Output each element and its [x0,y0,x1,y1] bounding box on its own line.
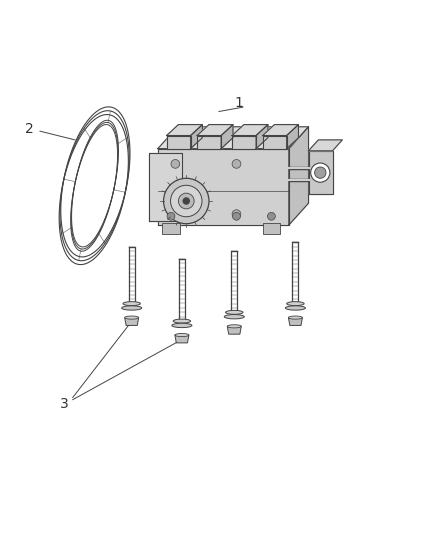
Polygon shape [308,140,343,151]
Polygon shape [232,125,268,135]
Bar [162,223,180,234]
Circle shape [178,193,194,209]
Ellipse shape [286,306,305,310]
Ellipse shape [172,324,192,328]
Ellipse shape [175,334,189,337]
Polygon shape [71,123,118,249]
Polygon shape [263,125,298,135]
Text: 1: 1 [234,96,243,110]
Circle shape [167,212,175,220]
Circle shape [232,159,241,168]
Circle shape [232,210,241,219]
Circle shape [314,167,326,179]
Circle shape [183,198,189,204]
Polygon shape [308,151,332,195]
Polygon shape [221,125,233,149]
Polygon shape [158,127,308,149]
Ellipse shape [122,306,142,310]
Ellipse shape [123,302,141,305]
Polygon shape [227,326,241,334]
Polygon shape [232,135,256,149]
Ellipse shape [287,302,304,305]
Ellipse shape [125,316,139,319]
Ellipse shape [173,319,191,323]
Ellipse shape [224,314,244,319]
Polygon shape [263,135,287,149]
Polygon shape [125,318,139,326]
Polygon shape [158,149,289,225]
Ellipse shape [288,316,302,319]
Polygon shape [149,153,182,221]
Circle shape [171,159,180,168]
Polygon shape [175,335,189,343]
Circle shape [163,179,209,224]
Circle shape [268,212,276,220]
Text: 3: 3 [60,397,68,411]
Polygon shape [197,125,233,135]
Polygon shape [256,125,268,149]
Circle shape [233,212,240,220]
Polygon shape [166,125,202,135]
Polygon shape [197,135,221,149]
Bar [263,223,280,234]
Polygon shape [191,125,202,149]
Ellipse shape [227,325,241,328]
Polygon shape [289,127,308,225]
Polygon shape [166,135,191,149]
Circle shape [171,210,180,219]
Text: 2: 2 [25,122,33,136]
Circle shape [311,163,330,182]
Polygon shape [287,125,298,149]
Circle shape [170,185,202,217]
Ellipse shape [226,310,243,314]
Polygon shape [288,318,302,326]
